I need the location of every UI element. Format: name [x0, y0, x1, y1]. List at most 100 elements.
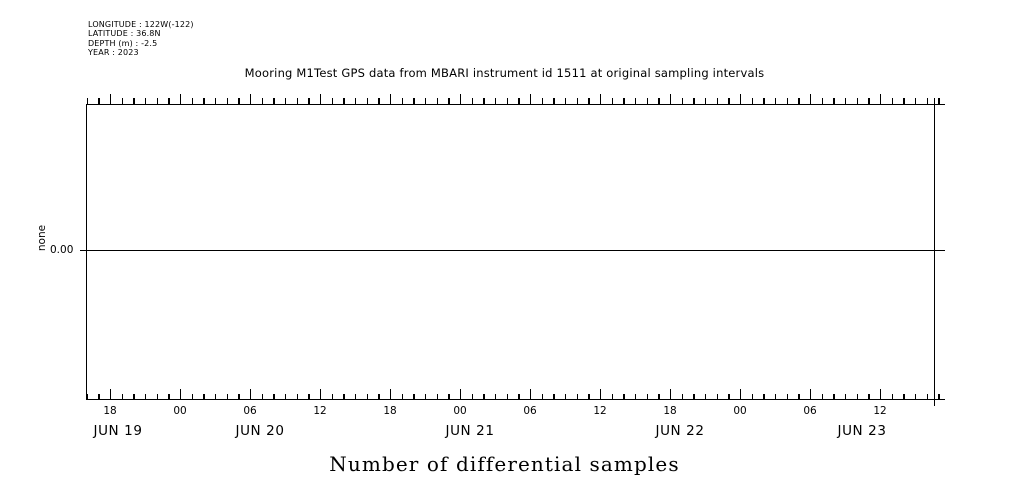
axis-tick-minor	[903, 394, 905, 400]
axis-tick-minor	[565, 98, 567, 104]
axis-tick-minor	[518, 394, 520, 400]
axis-tick-minor	[413, 98, 415, 104]
axis-tick-minor	[588, 394, 590, 400]
axis-tick-minor	[541, 394, 543, 400]
axis-tick-minor	[203, 394, 205, 400]
axis-tick-minor	[868, 394, 870, 400]
axis-tick-minor	[833, 394, 835, 400]
axis-tick-minor	[425, 394, 427, 400]
axis-tick-minor	[448, 98, 450, 104]
bottom-caption: Number of differential samples	[329, 452, 680, 476]
axis-tick-minor	[915, 98, 917, 104]
axis-tick-minor	[693, 98, 695, 104]
axis-tick-minor	[156, 98, 158, 104]
axis-tick-minor	[226, 394, 228, 400]
axis-tick-minor	[331, 98, 333, 104]
axis-tick-major	[390, 94, 392, 105]
x-axis-hour-label: 12	[873, 405, 887, 417]
plot-frame-top	[86, 104, 945, 106]
axis-tick-minor	[355, 394, 357, 400]
axis-tick-minor	[751, 394, 753, 400]
axis-tick-minor	[285, 98, 287, 104]
axis-tick-minor	[378, 394, 380, 400]
axis-tick-minor	[121, 98, 123, 104]
metadata-header: LONGITUDE : 122W(-122) LATITUDE : 36.8N …	[88, 20, 194, 57]
axis-tick-minor	[915, 394, 917, 400]
y-axis-label: none	[36, 224, 48, 252]
axis-tick-minor	[786, 98, 788, 104]
axis-tick-minor	[296, 98, 298, 104]
axis-tick-minor	[98, 394, 100, 400]
axis-tick-minor	[191, 394, 193, 400]
axis-tick-major	[600, 389, 602, 400]
axis-tick-minor	[296, 394, 298, 400]
axis-tick-minor	[226, 98, 228, 104]
x-axis-hour-label: 18	[103, 405, 117, 417]
axis-tick-minor	[215, 98, 217, 104]
axis-tick-minor	[436, 98, 438, 104]
axis-tick-minor	[483, 394, 485, 400]
axis-tick-minor	[425, 98, 427, 104]
axis-tick-minor	[436, 394, 438, 400]
axis-tick-minor	[635, 98, 637, 104]
axis-tick-major	[740, 94, 742, 105]
metadata-year: YEAR : 2023	[88, 47, 139, 57]
axis-tick-minor	[191, 98, 193, 104]
axis-tick-minor	[401, 98, 403, 104]
plot-frame-left	[86, 104, 88, 400]
data-series-line	[86, 250, 945, 252]
axis-tick-major	[880, 389, 882, 400]
axis-tick-minor	[856, 98, 858, 104]
axis-tick-minor	[588, 98, 590, 104]
axis-tick-major	[390, 389, 392, 400]
axis-tick-minor	[856, 394, 858, 400]
axis-tick-minor	[845, 394, 847, 400]
axis-tick-minor	[763, 394, 765, 400]
axis-tick-minor	[868, 98, 870, 104]
axis-tick-minor	[261, 394, 263, 400]
axis-tick-minor	[611, 98, 613, 104]
metadata-latitude: LATITUDE : 36.8N	[88, 29, 161, 39]
axis-tick-minor	[565, 394, 567, 400]
axis-tick-minor	[623, 98, 625, 104]
axis-tick-minor	[541, 98, 543, 104]
axis-tick-minor	[705, 98, 707, 104]
y-axis-tick-label: 0.00	[50, 244, 74, 256]
axis-tick-major	[530, 94, 532, 105]
axis-tick-major	[740, 389, 742, 400]
axis-tick-minor	[681, 394, 683, 400]
axis-tick-minor	[716, 98, 718, 104]
axis-tick-minor	[611, 394, 613, 400]
axis-tick-minor	[273, 394, 275, 400]
axis-tick-minor	[366, 394, 368, 400]
axis-tick-minor	[751, 98, 753, 104]
axis-tick-minor	[576, 98, 578, 104]
axis-tick-minor	[495, 98, 497, 104]
axis-tick-minor	[775, 394, 777, 400]
axis-tick-minor	[156, 394, 158, 400]
axis-tick-major	[460, 389, 462, 400]
axis-tick-major	[320, 94, 322, 105]
x-axis-day-label: JUN 23	[837, 423, 887, 439]
axis-tick-minor	[86, 394, 88, 400]
x-axis-hour-label: 06	[803, 405, 817, 417]
axis-tick-minor	[506, 98, 508, 104]
axis-tick-minor	[366, 98, 368, 104]
axis-tick-minor	[635, 394, 637, 400]
axis-tick-minor	[261, 98, 263, 104]
metadata-longitude: LONGITUDE : 122W(-122)	[88, 20, 194, 29]
axis-tick-minor	[786, 394, 788, 400]
axis-tick-minor	[518, 98, 520, 104]
x-axis-hour-label: 18	[383, 405, 397, 417]
axis-tick-major	[180, 389, 182, 400]
axis-tick-minor	[483, 98, 485, 104]
axis-tick-minor	[401, 394, 403, 400]
axis-tick-minor	[448, 394, 450, 400]
x-axis-hour-label: 00	[173, 405, 187, 417]
axis-tick-minor	[168, 394, 170, 400]
axis-tick-minor	[938, 98, 940, 104]
x-axis-hour-label: 06	[243, 405, 257, 417]
x-axis-day-label: JUN 20	[235, 423, 285, 439]
x-axis-day-label: JUN 19	[93, 423, 143, 439]
axis-tick-minor	[506, 394, 508, 400]
